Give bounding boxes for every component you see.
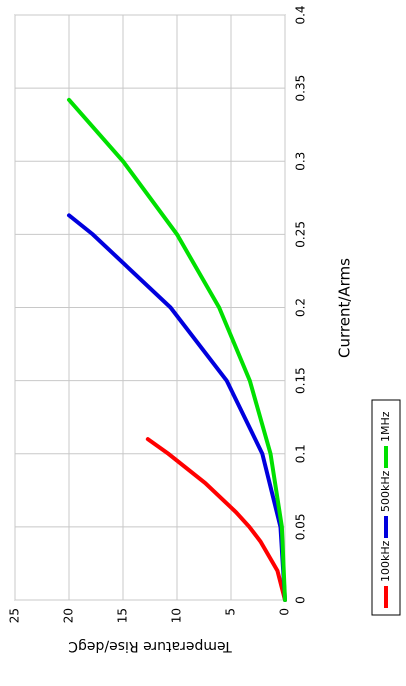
series-line xyxy=(145,437,287,602)
rotated-chart: Current/Arms Temperature Rise/degC 0 0.05… xyxy=(8,5,401,654)
y-tick-label: 25 xyxy=(8,608,22,623)
legend-box xyxy=(371,399,401,616)
x-axis-label: Current/Arms xyxy=(336,258,354,358)
x-tick-label: 0.2 xyxy=(294,298,308,317)
x-tick-label: 0.15 xyxy=(294,367,308,394)
x-tick-label: 0.4 xyxy=(294,5,308,24)
series-line xyxy=(67,97,287,602)
x-tick-label: 0.25 xyxy=(294,221,308,248)
legend-label: 1MHz xyxy=(379,411,392,442)
y-tick-label: 15 xyxy=(116,608,130,623)
x-tick-label: 0.3 xyxy=(294,152,308,171)
legend-label: 100kHz xyxy=(379,540,392,582)
x-tick-label: 0.05 xyxy=(294,514,308,541)
y-tick-label: 20 xyxy=(62,608,76,623)
x-tick-label: 0.1 xyxy=(294,444,308,463)
y-tick-label: 5 xyxy=(224,608,238,616)
y-tick-label: 10 xyxy=(170,608,184,623)
x-tick-label: 0 xyxy=(294,596,308,604)
y-axis-label: Temperature Rise/degC xyxy=(68,638,233,654)
x-tick-label: 0.35 xyxy=(294,75,308,102)
legend-label: 500kHz xyxy=(379,470,392,512)
y-tick-label: 0 xyxy=(278,608,292,616)
